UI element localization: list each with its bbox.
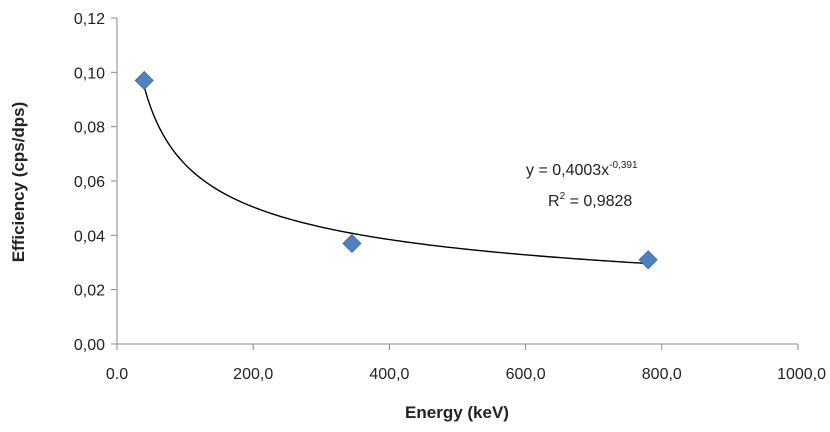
y-axis-ticks: 0,00 0,02 0,04 0,06 0,08 0,10 0,12 (74, 11, 117, 354)
y-tick-label: 0,02 (74, 283, 105, 300)
data-point-marker (134, 70, 154, 91)
data-point-marker (342, 233, 362, 254)
x-tick-label: 600,0 (506, 366, 546, 383)
x-tick-label: 800,0 (642, 366, 682, 383)
y-tick-label: 0,00 (74, 337, 105, 354)
axes (116, 18, 798, 345)
y-tick-label: 0,10 (74, 65, 105, 82)
y-tick-label: 0,12 (74, 11, 105, 28)
trendline-equation-exponent: -0,391 (609, 160, 638, 171)
y-tick-label: 0,06 (74, 174, 105, 191)
y-axis-title: Efficiency (cps/dps) (9, 102, 28, 263)
x-tick-label: 0.0 (106, 366, 128, 383)
trendline-curve (143, 86, 649, 265)
y-tick-label: 0,04 (74, 228, 105, 245)
x-tick-label: 1000,0 (777, 366, 826, 383)
x-tick-label: 200,0 (233, 366, 273, 383)
trendline-group (143, 86, 649, 265)
x-tick-label: 400,0 (369, 366, 409, 383)
trendline-r-squared: R2 = 0,9828 (548, 191, 632, 210)
r-squared-base: R (548, 193, 560, 210)
trendline-equation: y = 0,4003x-0,391 (526, 160, 638, 179)
y-tick-label: 0,08 (74, 120, 105, 137)
r-squared-exponent: 2 (560, 191, 566, 202)
x-axis-title: Energy (keV) (405, 403, 509, 422)
data-point-marker (638, 250, 658, 270)
data-points (134, 70, 658, 270)
r-squared-value: = 0,9828 (565, 193, 632, 210)
trendline-equation-base: y = 0,4003x (526, 162, 609, 179)
x-axis-ticks: 0.0 200,0 400,0 600,0 800,0 1000,0 (106, 344, 826, 383)
